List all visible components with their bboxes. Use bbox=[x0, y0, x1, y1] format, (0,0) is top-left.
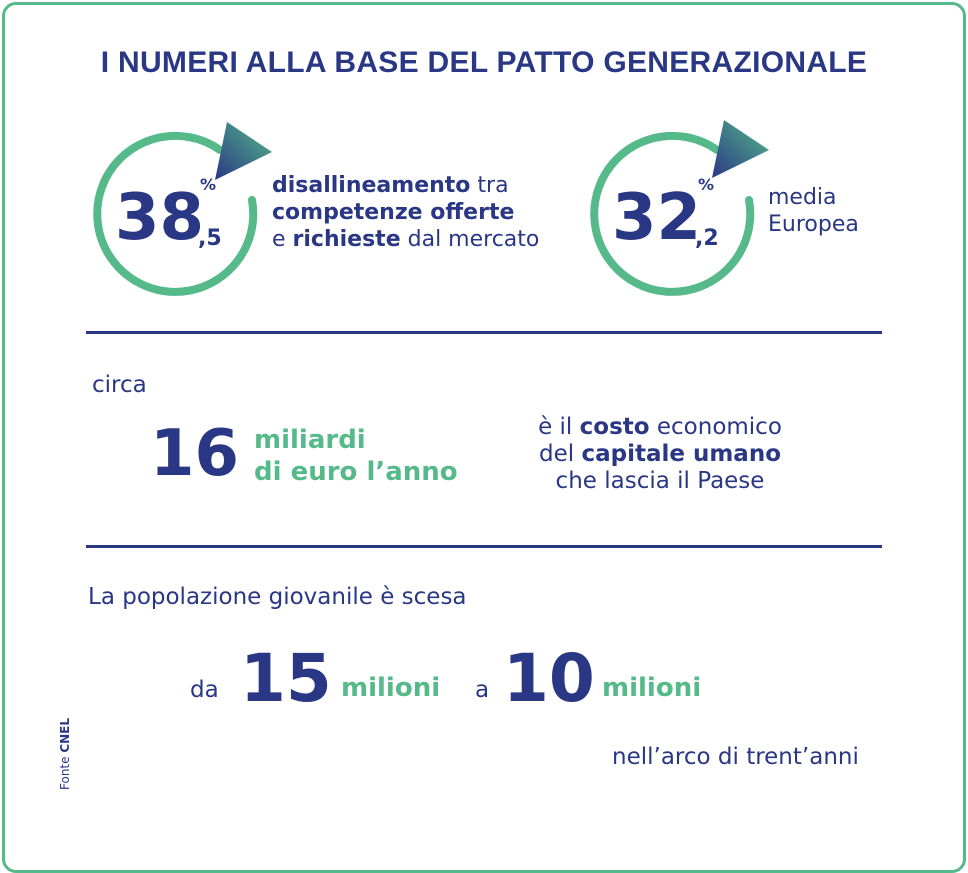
population-intro: La popolazione giovanile è scesa bbox=[88, 584, 467, 610]
stat1-value: 38 bbox=[115, 181, 205, 255]
stat1-description: disallineamento tra competenze offerte e… bbox=[272, 173, 540, 252]
stat2-decimal: ,2 bbox=[695, 226, 719, 251]
stat1-percent: % bbox=[200, 175, 217, 194]
cost-description: è il costo economico del capitale umano … bbox=[538, 414, 782, 494]
stat2-value: 32 bbox=[612, 181, 702, 255]
population-to-unit: milioni bbox=[602, 673, 702, 703]
pointer-arrow-icon bbox=[712, 120, 769, 178]
population-period: nell’arco di trent’anni bbox=[612, 744, 859, 770]
stat2-description: media Europea bbox=[768, 185, 859, 237]
cost-prefix: circa bbox=[92, 372, 147, 398]
population-to-value: 10 bbox=[503, 640, 595, 717]
population-to-label: a bbox=[475, 677, 490, 703]
pointer-arrow-icon bbox=[215, 122, 272, 180]
divider-top bbox=[86, 331, 882, 334]
cost-unit: miliardi di euro l’anno bbox=[254, 425, 458, 487]
cost-value: 16 bbox=[150, 417, 240, 491]
page-title: I NUMERI ALLA BASE DEL PATTO GENERAZIONA… bbox=[100, 46, 868, 79]
population-from-value: 15 bbox=[240, 640, 332, 717]
gauge-ring-1 bbox=[93, 122, 272, 296]
gauge-ring-2 bbox=[590, 120, 769, 296]
stat2-percent: % bbox=[698, 175, 715, 194]
population-from-unit: milioni bbox=[341, 673, 441, 703]
divider-bottom bbox=[86, 545, 882, 548]
source-label: Fonte CNEL bbox=[58, 717, 72, 790]
stat1-decimal: ,5 bbox=[198, 226, 222, 251]
population-from-label: da bbox=[190, 677, 219, 703]
